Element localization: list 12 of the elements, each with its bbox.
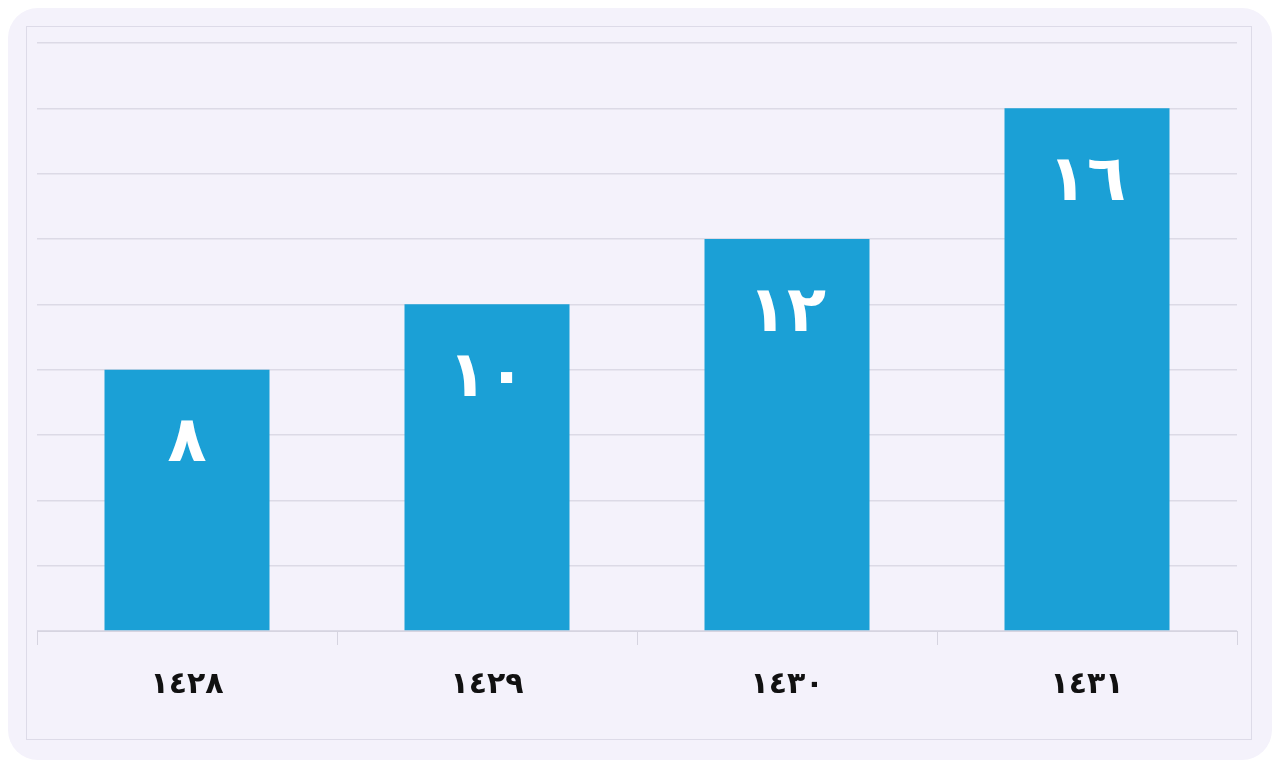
bar	[1004, 108, 1170, 631]
data-label: ١٢	[747, 271, 827, 346]
bar	[104, 369, 270, 631]
x-tick-label: ١٤٢٩	[450, 664, 524, 700]
x-tick-label: ١٤٣٠	[750, 664, 824, 700]
data-label: ٨	[167, 402, 207, 477]
data-label: ١٠	[447, 336, 527, 411]
x-tick-label: ١٤٢٨	[150, 664, 224, 700]
bar	[704, 239, 870, 631]
data-label: ١٦	[1047, 140, 1127, 215]
x-tick-label: ١٤٣١	[1050, 664, 1124, 700]
bar	[404, 304, 570, 631]
